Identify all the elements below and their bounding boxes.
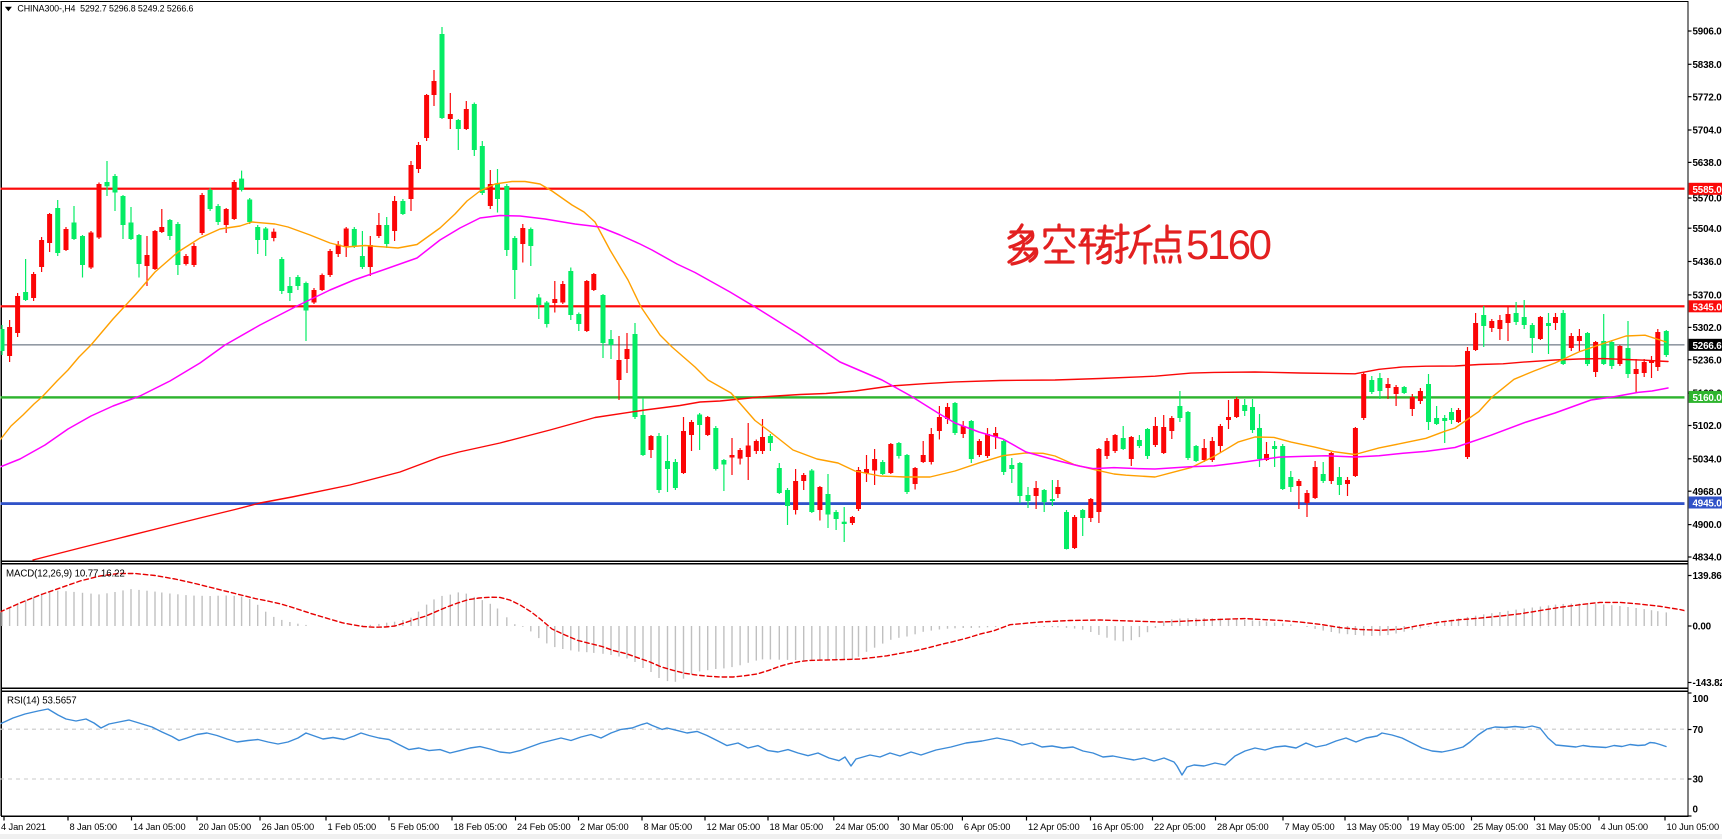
svg-text:1 Feb 05:00: 1 Feb 05:00 — [328, 822, 377, 832]
svg-text:100: 100 — [1693, 694, 1710, 705]
svg-text:CHINA300-,H4 5292.7 5296.8 52: CHINA300-,H4 5292.7 5296.8 5249.2 5266.6 — [17, 3, 193, 13]
svg-text:4834.0: 4834.0 — [1693, 553, 1722, 564]
svg-text:8 Mar 05:00: 8 Mar 05:00 — [644, 822, 693, 832]
svg-text:-143.82: -143.82 — [1693, 678, 1722, 689]
svg-text:12 Apr 05:00: 12 Apr 05:00 — [1028, 822, 1080, 832]
svg-text:5370.0: 5370.0 — [1693, 291, 1722, 302]
svg-text:5266.6: 5266.6 — [1693, 341, 1722, 352]
svg-text:5160: 5160 — [1186, 221, 1271, 268]
svg-text:0.00: 0.00 — [1693, 622, 1712, 633]
svg-text:4900.0: 4900.0 — [1693, 520, 1722, 531]
svg-text:5504.0: 5504.0 — [1693, 224, 1722, 235]
svg-text:18 Feb 05:00: 18 Feb 05:00 — [454, 822, 508, 832]
svg-text:24 Feb 05:00: 24 Feb 05:00 — [517, 822, 571, 832]
svg-text:5838.0: 5838.0 — [1693, 60, 1722, 71]
svg-text:5906.0: 5906.0 — [1693, 27, 1722, 38]
svg-text:31 May 05:00: 31 May 05:00 — [1536, 822, 1591, 832]
svg-text:5 Feb 05:00: 5 Feb 05:00 — [391, 822, 440, 832]
svg-text:139.86: 139.86 — [1693, 571, 1722, 582]
svg-text:10 Jun 05:00: 10 Jun 05:00 — [1667, 822, 1720, 832]
svg-text:7 May 05:00: 7 May 05:00 — [1285, 822, 1335, 832]
svg-text:30 Mar 05:00: 30 Mar 05:00 — [900, 822, 954, 832]
svg-text:5638.0: 5638.0 — [1693, 158, 1722, 169]
svg-text:13 May 05:00: 13 May 05:00 — [1347, 822, 1402, 832]
svg-text:5570.0: 5570.0 — [1693, 194, 1722, 205]
svg-text:MACD(12,26,9) 10.77 16.22: MACD(12,26,9) 10.77 16.22 — [6, 569, 125, 580]
svg-text:5345.0: 5345.0 — [1693, 303, 1722, 314]
svg-text:24 Mar 05:00: 24 Mar 05:00 — [835, 822, 889, 832]
svg-text:14 Jan 05:00: 14 Jan 05:00 — [133, 822, 186, 832]
svg-text:70: 70 — [1693, 725, 1704, 736]
svg-text:5704.0: 5704.0 — [1693, 126, 1722, 137]
svg-text:4 Jun 05:00: 4 Jun 05:00 — [1601, 822, 1649, 832]
svg-text:5436.0: 5436.0 — [1693, 257, 1722, 268]
svg-text:20 Jan 05:00: 20 Jan 05:00 — [199, 822, 252, 832]
svg-text:5034.0: 5034.0 — [1693, 454, 1722, 465]
svg-text:5236.0: 5236.0 — [1693, 355, 1722, 366]
svg-text:30: 30 — [1693, 775, 1704, 786]
svg-text:25 May 05:00: 25 May 05:00 — [1473, 822, 1528, 832]
svg-text:4 Jan 2021: 4 Jan 2021 — [1, 822, 46, 832]
svg-text:5585.0: 5585.0 — [1693, 185, 1722, 196]
svg-text:16 Apr 05:00: 16 Apr 05:00 — [1092, 822, 1144, 832]
svg-text:18 Mar 05:00: 18 Mar 05:00 — [770, 822, 824, 832]
svg-text:5160.0: 5160.0 — [1693, 393, 1722, 404]
svg-text:4968.0: 4968.0 — [1693, 487, 1722, 498]
svg-text:5302.0: 5302.0 — [1693, 323, 1722, 334]
svg-text:2 Mar 05:00: 2 Mar 05:00 — [580, 822, 629, 832]
svg-text:RSI(14) 53.5657: RSI(14) 53.5657 — [7, 696, 77, 707]
svg-text:22 Apr 05:00: 22 Apr 05:00 — [1154, 822, 1206, 832]
svg-text:26 Jan 05:00: 26 Jan 05:00 — [262, 822, 315, 832]
svg-text:19 May 05:00: 19 May 05:00 — [1410, 822, 1465, 832]
svg-text:5102.0: 5102.0 — [1693, 421, 1722, 432]
svg-text:6 Apr 05:00: 6 Apr 05:00 — [964, 822, 1010, 832]
svg-text:28 Apr 05:00: 28 Apr 05:00 — [1217, 822, 1269, 832]
svg-text:4945.0: 4945.0 — [1693, 499, 1722, 510]
svg-text:0: 0 — [1693, 804, 1699, 815]
svg-text:5772.0: 5772.0 — [1693, 92, 1722, 103]
svg-text:12 Mar 05:00: 12 Mar 05:00 — [707, 822, 761, 832]
svg-text:8 Jan 05:00: 8 Jan 05:00 — [70, 822, 118, 832]
